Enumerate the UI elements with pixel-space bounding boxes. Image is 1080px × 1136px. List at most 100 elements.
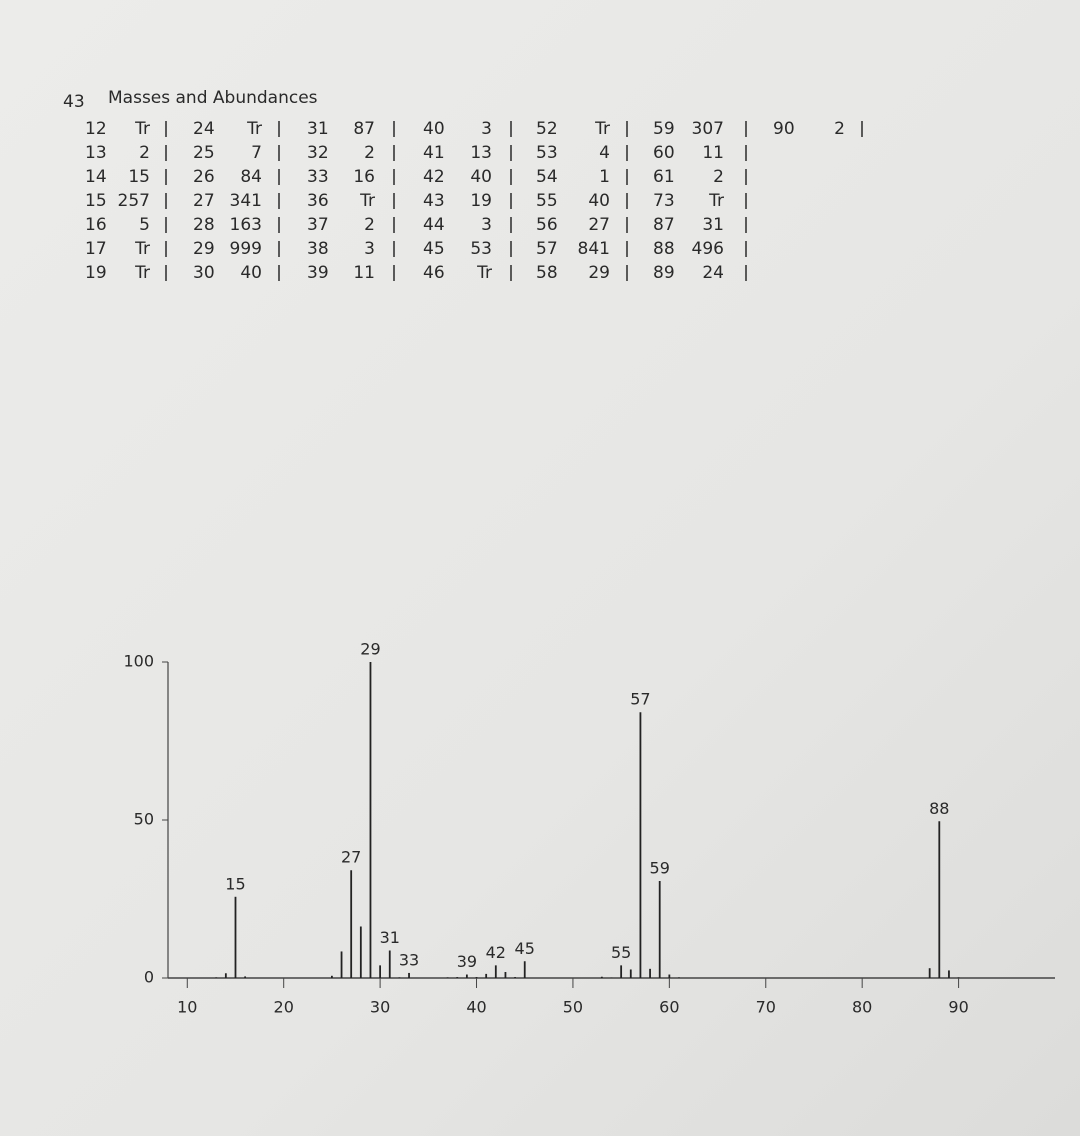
abundance: Tr [476, 263, 492, 283]
mass: 32 [307, 143, 329, 163]
mass: 56 [536, 215, 558, 235]
peak-label: 33 [399, 950, 419, 969]
abundance: 3 [364, 239, 375, 259]
abundance: Tr [134, 263, 150, 283]
mass: 26 [193, 167, 215, 187]
abundance: 1 [599, 167, 610, 187]
abundance: 2 [364, 215, 375, 235]
mass: 54 [536, 167, 558, 187]
mass: 33 [307, 167, 329, 187]
mass: 40 [423, 119, 445, 139]
x-tick-label: 20 [274, 998, 294, 1017]
peak-label: 42 [486, 943, 506, 962]
mass: 15 [85, 191, 107, 211]
abundance: 841 [578, 239, 610, 259]
abundance: 19 [470, 191, 492, 211]
abundance: 307 [692, 119, 724, 139]
abundance: 163 [230, 215, 262, 235]
x-tick-label: 10 [177, 998, 197, 1017]
abundance: 31 [702, 215, 724, 235]
y-tick-label: 100 [123, 652, 154, 671]
mass: 58 [536, 263, 558, 283]
mass: 55 [536, 191, 558, 211]
abundance: 3 [481, 119, 492, 139]
x-tick-label: 30 [370, 998, 390, 1017]
mass: 17 [85, 239, 107, 259]
mass: 31 [307, 119, 329, 139]
abundance: Tr [134, 239, 150, 259]
mass: 44 [423, 215, 445, 235]
abundance: 29 [588, 263, 610, 283]
abundance: 40 [240, 263, 262, 283]
abundance: 4 [599, 143, 610, 163]
mass: 12 [85, 119, 107, 139]
mass: 16 [85, 215, 107, 235]
abundance: 27 [588, 215, 610, 235]
peak-label: 57 [630, 690, 650, 709]
abundance: 341 [230, 191, 262, 211]
mass: 89 [653, 263, 675, 283]
x-tick-label: 40 [466, 998, 486, 1017]
mass: 42 [423, 167, 445, 187]
peak-label: 29 [360, 640, 380, 659]
mass: 38 [307, 239, 329, 259]
mass: 57 [536, 239, 558, 259]
mass: 52 [536, 119, 558, 139]
mass: 13 [85, 143, 107, 163]
abundance: 5 [139, 215, 150, 235]
abundance: 11 [702, 143, 724, 163]
mass: 60 [653, 143, 675, 163]
abundance: 496 [692, 239, 724, 259]
abundance: 16 [353, 167, 375, 187]
abundance: Tr [594, 119, 610, 139]
x-tick-label: 90 [948, 998, 968, 1017]
abundance: 40 [588, 191, 610, 211]
abundance: 13 [470, 143, 492, 163]
abundance: 3 [481, 215, 492, 235]
mass: 87 [653, 215, 675, 235]
peak-label: 27 [341, 848, 361, 867]
abundance: 11 [353, 263, 375, 283]
mass: 27 [193, 191, 215, 211]
mass: 45 [423, 239, 445, 259]
mass: 61 [653, 167, 675, 187]
peak-label: 88 [929, 799, 949, 818]
x-tick-label: 80 [852, 998, 872, 1017]
mass: 37 [307, 215, 329, 235]
mass: 14 [85, 167, 107, 187]
peak-label: 45 [515, 939, 535, 958]
mass: 29 [193, 239, 215, 259]
abundance: 15 [128, 167, 150, 187]
abundance: 2 [364, 143, 375, 163]
mass: 43 [423, 191, 445, 211]
abundance: 257 [118, 191, 150, 211]
peak-label: 39 [457, 952, 477, 971]
mass: 59 [653, 119, 675, 139]
mass: 53 [536, 143, 558, 163]
abundance: 84 [240, 167, 262, 187]
peak-label: 31 [380, 928, 400, 947]
peak-label: 15 [225, 874, 245, 893]
abundance: 7 [251, 143, 262, 163]
y-tick-label: 50 [134, 810, 154, 829]
abundance: 87 [353, 119, 375, 139]
abundance: 999 [230, 239, 262, 259]
mass: 39 [307, 263, 329, 283]
abundance: 2 [713, 167, 724, 187]
abundance: 53 [470, 239, 492, 259]
header-number: 43 [63, 92, 85, 112]
header-title: Masses and Abundances [108, 88, 318, 108]
mass: 90 [773, 119, 795, 139]
abundance: Tr [359, 191, 375, 211]
mass: 88 [653, 239, 675, 259]
peak-label: 59 [650, 858, 670, 877]
x-tick-label: 50 [563, 998, 583, 1017]
x-tick-label: 60 [659, 998, 679, 1017]
peak-label: 55 [611, 943, 631, 962]
x-tick-label: 70 [756, 998, 776, 1017]
y-tick-label: 0 [144, 968, 154, 987]
mass: 24 [193, 119, 215, 139]
abundance: 2 [139, 143, 150, 163]
